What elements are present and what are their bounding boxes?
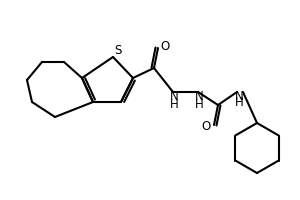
Text: S: S (114, 45, 122, 58)
Text: H: H (195, 98, 203, 110)
Text: H: H (169, 98, 178, 110)
Text: N: N (195, 90, 203, 104)
Text: H: H (235, 97, 243, 110)
Text: N: N (235, 90, 243, 102)
Text: O: O (160, 40, 169, 52)
Text: O: O (201, 120, 211, 134)
Text: N: N (169, 90, 178, 104)
